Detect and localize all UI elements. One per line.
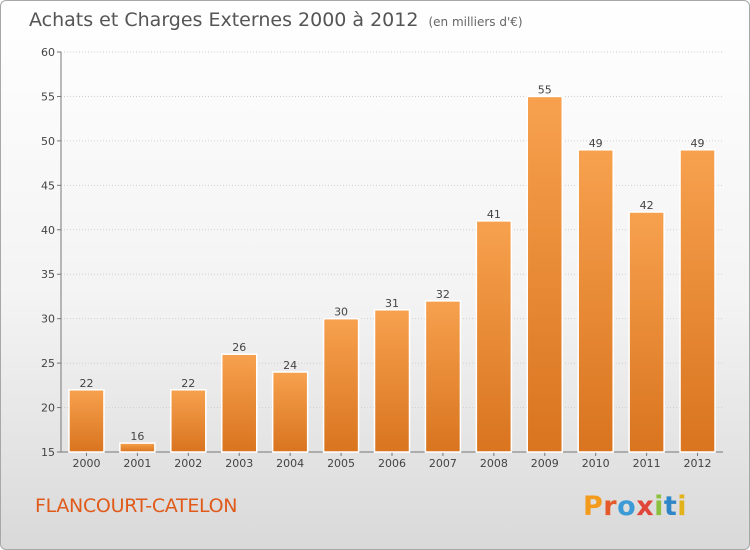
value-label-2003: 26 bbox=[232, 341, 246, 354]
bar-2008 bbox=[475, 220, 513, 453]
bar-2004 bbox=[271, 371, 309, 453]
x-tick-label: 2008 bbox=[480, 457, 508, 470]
bar-2002 bbox=[170, 389, 207, 453]
y-tick-label: 20 bbox=[41, 402, 55, 415]
bar-2012 bbox=[679, 149, 716, 453]
bar-2009 bbox=[526, 95, 564, 453]
bar-2003 bbox=[220, 353, 258, 453]
x-tick-label: 2009 bbox=[531, 457, 559, 470]
value-label-2011: 42 bbox=[640, 199, 654, 212]
bar-2010 bbox=[577, 149, 614, 453]
logo-letter: P bbox=[583, 491, 604, 522]
y-tick-label: 55 bbox=[41, 90, 55, 103]
x-tick-label: 2011 bbox=[633, 457, 661, 470]
bar-2006 bbox=[373, 309, 411, 453]
y-tick-label: 35 bbox=[41, 268, 55, 281]
bars bbox=[68, 95, 716, 453]
labels: 15 20 25 30 35 40 45 50 55 60 2000 22 2001 16 2002 22 20… bbox=[41, 46, 712, 470]
logo-letter: r bbox=[603, 491, 618, 522]
logo-letter: i bbox=[654, 491, 664, 522]
y-tick-label: 30 bbox=[41, 313, 55, 326]
value-label-2006: 31 bbox=[385, 297, 399, 310]
y-tick-label: 45 bbox=[41, 179, 55, 192]
logo-letter: o bbox=[617, 491, 637, 522]
x-tick-label: 2004 bbox=[276, 457, 304, 470]
x-tick-label: 2010 bbox=[582, 457, 610, 470]
x-tick-label: 2002 bbox=[174, 457, 202, 470]
bar-2011 bbox=[628, 211, 665, 453]
logo-letter: i bbox=[677, 491, 688, 522]
value-label-2004: 24 bbox=[283, 359, 297, 372]
value-label-2000: 22 bbox=[79, 377, 93, 390]
value-label-2009: 55 bbox=[538, 83, 552, 96]
value-label-2001: 16 bbox=[130, 430, 144, 443]
x-tick-label: 2000 bbox=[72, 457, 100, 470]
bar-2001 bbox=[119, 442, 156, 453]
value-label-2002: 22 bbox=[181, 377, 195, 390]
proxiti-logo: Proxiti bbox=[583, 491, 687, 522]
bar-2005 bbox=[322, 317, 360, 453]
commune-name: FLANCOURT-CATELON bbox=[35, 495, 238, 517]
logo-letter: x bbox=[636, 491, 655, 522]
x-tick-label: 2012 bbox=[684, 457, 712, 470]
y-tick-label: 60 bbox=[41, 46, 55, 59]
chart-title: Achats et Charges Externes 2000 à 2012 (e… bbox=[29, 9, 523, 31]
x-tick-label: 2005 bbox=[327, 457, 355, 470]
chart-title-text: Achats et Charges Externes 2000 à 2012 bbox=[29, 9, 419, 31]
value-label-2010: 49 bbox=[589, 137, 603, 150]
value-label-2005: 30 bbox=[334, 306, 348, 319]
y-tick-label: 50 bbox=[41, 135, 55, 148]
x-tick-label: 2006 bbox=[378, 457, 406, 470]
y-tick-label: 25 bbox=[41, 357, 55, 370]
value-label-2012: 49 bbox=[691, 137, 705, 150]
chart-subtitle: (en milliers d'€) bbox=[428, 15, 523, 29]
x-tick-label: 2001 bbox=[123, 457, 151, 470]
value-label-2007: 32 bbox=[436, 288, 450, 301]
x-tick-label: 2003 bbox=[225, 457, 253, 470]
y-tick-label: 40 bbox=[41, 224, 55, 237]
x-tick-label: 2007 bbox=[429, 457, 457, 470]
logo-letter: t bbox=[663, 491, 678, 522]
y-tick-label: 15 bbox=[41, 446, 55, 459]
bar-2000 bbox=[68, 389, 105, 453]
value-label-2008: 41 bbox=[487, 208, 501, 221]
bar-2007 bbox=[424, 300, 462, 453]
